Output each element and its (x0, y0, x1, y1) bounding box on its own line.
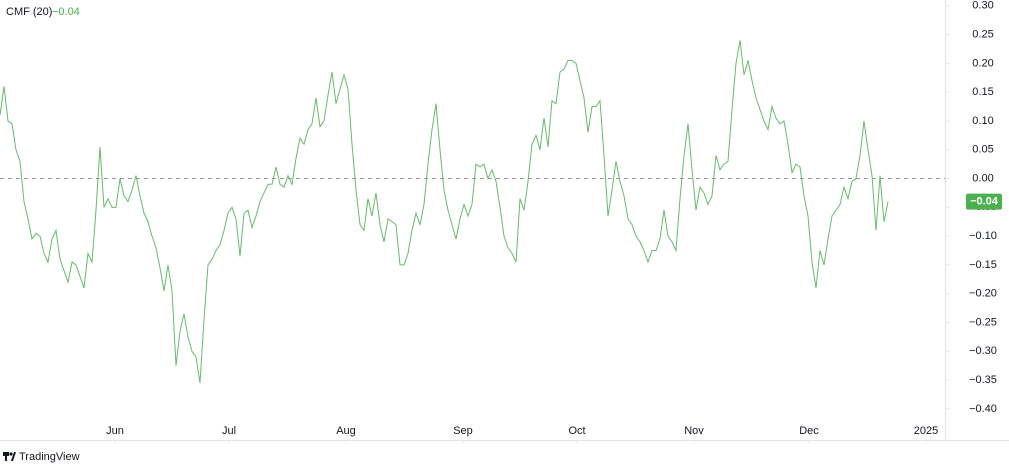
y-tick-label: −0.10 (969, 230, 997, 242)
y-tick-label: −0.40 (969, 403, 997, 415)
y-tick-label: 0.00 (972, 172, 993, 184)
x-tick-label: 2025 (914, 425, 938, 437)
y-tick-label: −0.25 (969, 316, 997, 328)
last-value-label: −0.04 (970, 195, 999, 207)
y-tick-label: 0.05 (972, 144, 993, 156)
y-tick-label: −0.30 (969, 345, 997, 357)
last-value-badge (966, 193, 1002, 210)
y-tick-label: −0.20 (969, 288, 997, 300)
x-tick-label: Aug (336, 425, 356, 437)
y-tick-label: 0.25 (972, 28, 993, 40)
x-tick-label: Jul (222, 425, 236, 437)
y-tick-label: 0.15 (972, 86, 993, 98)
y-tick-label: 0.10 (972, 115, 993, 127)
brand-name: TradingView (19, 451, 80, 463)
x-tick-label: Nov (684, 425, 704, 437)
x-tick-label: Dec (799, 425, 819, 437)
indicator-value: −0.04 (52, 6, 80, 18)
x-tick-label: Oct (568, 425, 585, 437)
y-tick-label: 0.30 (972, 0, 993, 12)
y-tick-label: 0.20 (972, 57, 993, 69)
x-tick-label: Jun (106, 425, 124, 437)
x-tick-label: Sep (453, 425, 473, 437)
brand-logo (3, 452, 16, 461)
cmf-line (0, 40, 889, 384)
y-tick-label: −0.15 (969, 259, 997, 271)
indicator-name: CMF (20) (6, 6, 52, 18)
y-tick-label: −0.35 (969, 374, 997, 386)
